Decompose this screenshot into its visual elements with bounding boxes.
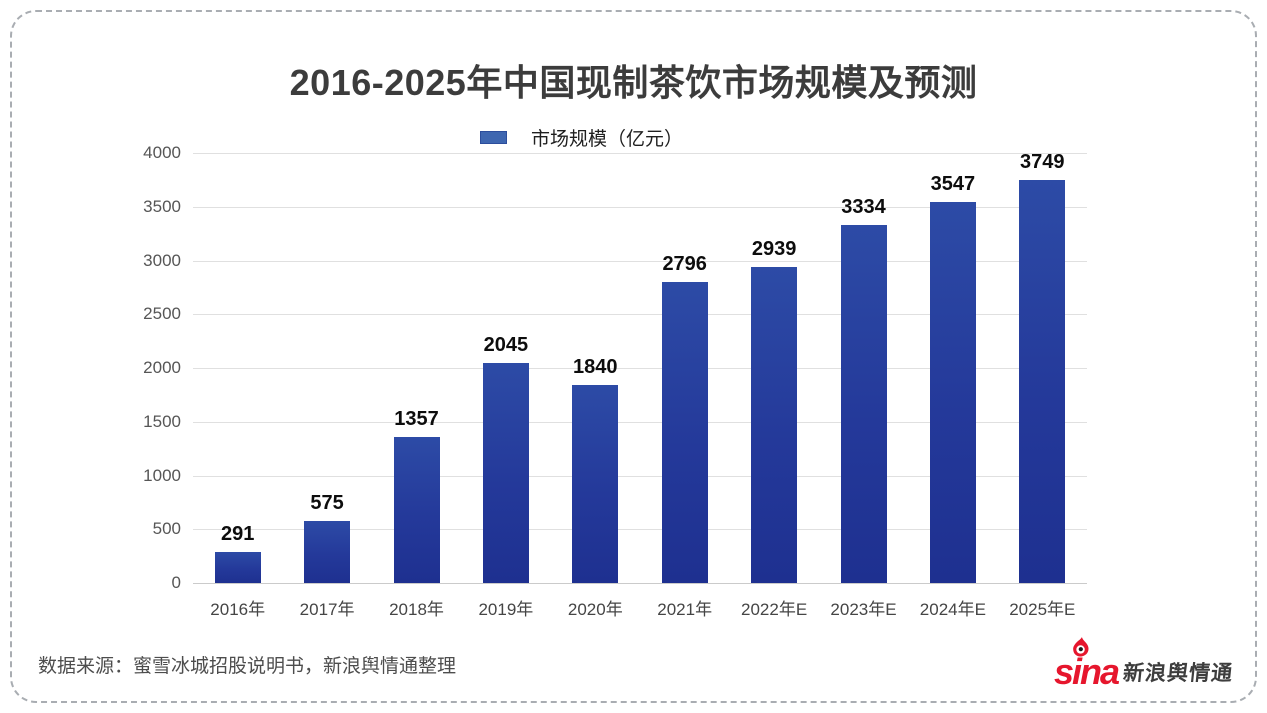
bar-value-label: 3749 bbox=[1020, 150, 1065, 173]
bar-value-label: 2939 bbox=[751, 238, 797, 261]
x-axis-tick-label: 2020年 bbox=[567, 600, 623, 619]
sina-logo-cn-text: 新浪舆情通 bbox=[1121, 662, 1235, 685]
bar-value-label: 1357 bbox=[394, 408, 439, 431]
bar-value-label: 3334 bbox=[841, 195, 886, 218]
legend-swatch-icon bbox=[479, 131, 507, 144]
bar-2019年 bbox=[482, 363, 529, 583]
y-axis-tick-label: 0 bbox=[171, 573, 181, 592]
bar-2018年 bbox=[393, 437, 440, 583]
chart-legend: 市场规模（亿元） bbox=[0, 124, 1215, 151]
bar-2017年 bbox=[304, 521, 351, 583]
x-axis-tick-label: 2025年E bbox=[1009, 600, 1076, 619]
y-axis-tick-label: 4000 bbox=[143, 143, 181, 162]
bar-2016年 bbox=[214, 551, 261, 583]
legend-label: 市场规模（亿元） bbox=[530, 129, 683, 150]
bar-2021年 bbox=[661, 282, 708, 583]
gridline-4000 bbox=[193, 153, 1087, 154]
bar-value-label: 1840 bbox=[573, 356, 618, 379]
bar-value-label: 2796 bbox=[662, 253, 707, 276]
y-axis-tick-label: 1500 bbox=[143, 411, 181, 431]
y-axis-tick-label: 1000 bbox=[143, 465, 181, 485]
x-axis-tick-label: 2021年 bbox=[657, 600, 713, 619]
sina-logo-mark: sina bbox=[1053, 637, 1120, 692]
gridline-500 bbox=[193, 529, 1087, 531]
gridline-1000 bbox=[193, 475, 1087, 477]
data-source-note: 数据来源：蜜雪冰城招股说明书，新浪舆情通整理 bbox=[38, 656, 457, 677]
bar-2022年E bbox=[751, 267, 798, 583]
x-axis-tick-label: 2022年E bbox=[741, 600, 808, 619]
y-axis-tick-label: 2000 bbox=[143, 358, 181, 377]
x-axis-tick-label: 2024年E bbox=[919, 600, 986, 619]
x-axis-tick-label: 2016年 bbox=[210, 600, 266, 619]
bar-chart-plot-area: 0 500 1000 1500 2000 2500 3000 3500 4000 291 2016年… bbox=[143, 143, 1087, 619]
bar-value-label: 2045 bbox=[483, 334, 529, 357]
sina-yuqingtong-logo: sina 新浪舆情通 bbox=[1053, 637, 1235, 692]
bar-2020年 bbox=[572, 385, 619, 583]
bar-2023年E bbox=[840, 224, 887, 583]
bar-value-label: 575 bbox=[310, 492, 344, 515]
y-axis-tick-label: 2500 bbox=[143, 304, 181, 324]
y-axis-tick-label: 500 bbox=[152, 519, 181, 539]
gridline-1500 bbox=[193, 421, 1087, 423]
sina-flame-eye-icon bbox=[1070, 637, 1092, 666]
y-axis-tick-label: 3000 bbox=[143, 250, 181, 270]
sina-logo-text: sina bbox=[1053, 651, 1120, 692]
bar-2024年E bbox=[929, 201, 976, 583]
x-axis-tick-label: 2019年 bbox=[478, 600, 534, 619]
gridline-3500 bbox=[193, 206, 1087, 208]
chart-title: 2016-2025年中国现制茶饮市场规模及预测 bbox=[289, 62, 978, 103]
bar-2025年E bbox=[1019, 179, 1066, 583]
gridline-2000 bbox=[193, 368, 1087, 369]
x-axis-tick-label: 2023年E bbox=[830, 600, 897, 619]
gridline-0 bbox=[193, 583, 1087, 584]
bar-value-label: 291 bbox=[221, 522, 255, 545]
gridline-3000 bbox=[193, 260, 1087, 262]
bar-value-label: 3547 bbox=[930, 172, 976, 195]
x-axis-tick-label: 2018年 bbox=[389, 600, 444, 619]
x-axis-tick-label: 2017年 bbox=[299, 600, 355, 619]
y-axis-tick-label: 3500 bbox=[143, 196, 181, 216]
gridline-2500 bbox=[193, 314, 1087, 316]
